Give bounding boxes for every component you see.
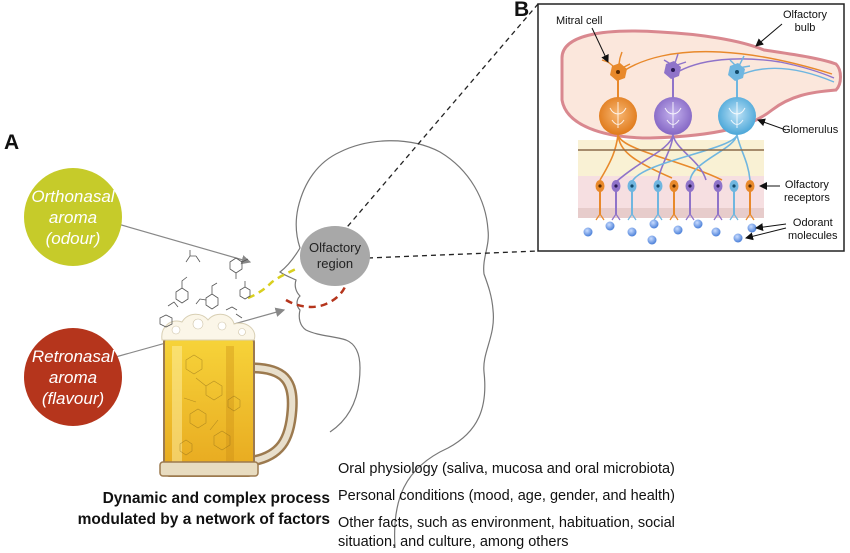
orthonasal-line3: (odour)	[45, 228, 101, 248]
factor-oral-physiology: Oral physiology (saliva, mucosa and oral…	[338, 461, 675, 477]
odorant-molecules-arrow-2	[745, 227, 787, 241]
head-silhouette	[278, 140, 495, 549]
beer-mug	[159, 313, 298, 477]
retronasal-line3: (flavour)	[41, 388, 105, 408]
epithelium-base	[578, 208, 764, 218]
glomerulus-label: Glomerulus	[782, 124, 839, 136]
receptor-axons	[578, 134, 764, 183]
retronasal-line1: Retronasal	[31, 346, 115, 366]
orthonasal-aroma-circle: Orthonasal aroma (odour)	[24, 168, 122, 266]
olfactory-region-line1: Olfactory	[308, 240, 361, 255]
glomerulus-arrow	[757, 118, 787, 131]
zoom-connector-top	[335, 3, 539, 241]
retronasal-aroma-circle: Retronasal aroma (flavour)	[24, 328, 122, 426]
olfactory-bulb-label-line1: Olfactory	[783, 9, 828, 21]
olfactory-receptors-label-line2: receptors	[784, 192, 830, 204]
aroma-molecules	[159, 250, 251, 328]
olfactory-receptors-label: Olfactory receptors	[784, 179, 830, 205]
retronasal-path	[285, 277, 350, 309]
mitral-cell-label: Mitral cell	[556, 15, 603, 27]
odorant-molecules-arrow-1	[755, 223, 787, 232]
orthonasal-path	[247, 266, 299, 300]
olfactory-receptor-neurons	[595, 180, 755, 221]
process-title-line1: Dynamic and complex process	[102, 490, 330, 507]
factor-other-line2: situation, and culture, among others	[338, 534, 569, 550]
process-title-line2: modulated by a network of factors	[77, 511, 330, 528]
process-title: Dynamic and complex process modulated by…	[40, 488, 330, 530]
odorant-molecules-label-line2: molecules	[788, 230, 838, 242]
factor-personal-conditions: Personal conditions (mood, age, gender, …	[338, 488, 675, 504]
olfactory-bulb-arrow	[755, 23, 783, 47]
orthonasal-line1: Orthonasal	[31, 186, 115, 206]
zoom-connector-bottom	[367, 250, 539, 259]
orthonasal-line2: aroma	[48, 207, 98, 227]
olfactory-bulb-label-line2: bulb	[794, 22, 816, 34]
orthonasal-arrow	[117, 223, 252, 265]
factor-other-line1: Other facts, such as environment, habitu…	[338, 515, 675, 531]
odorant-molecules-label: Odorant molecules	[788, 217, 838, 243]
retronasal-line2: aroma	[48, 367, 98, 387]
olfactory-region: Olfactory region	[300, 226, 370, 286]
odorant-molecules	[583, 219, 757, 245]
olfactory-receptors-label-line1: Olfactory	[784, 179, 829, 191]
olfactory-region-line2: region	[316, 256, 354, 271]
panel-a-letter: A	[4, 131, 20, 154]
olfactory-bulb-label: Olfactory bulb	[783, 9, 827, 35]
glomeruli	[599, 78, 756, 135]
panel-b-letter: B	[514, 0, 530, 21]
odorant-molecules-label-line1: Odorant	[792, 217, 833, 229]
mitral-cell-arrow	[591, 27, 609, 63]
